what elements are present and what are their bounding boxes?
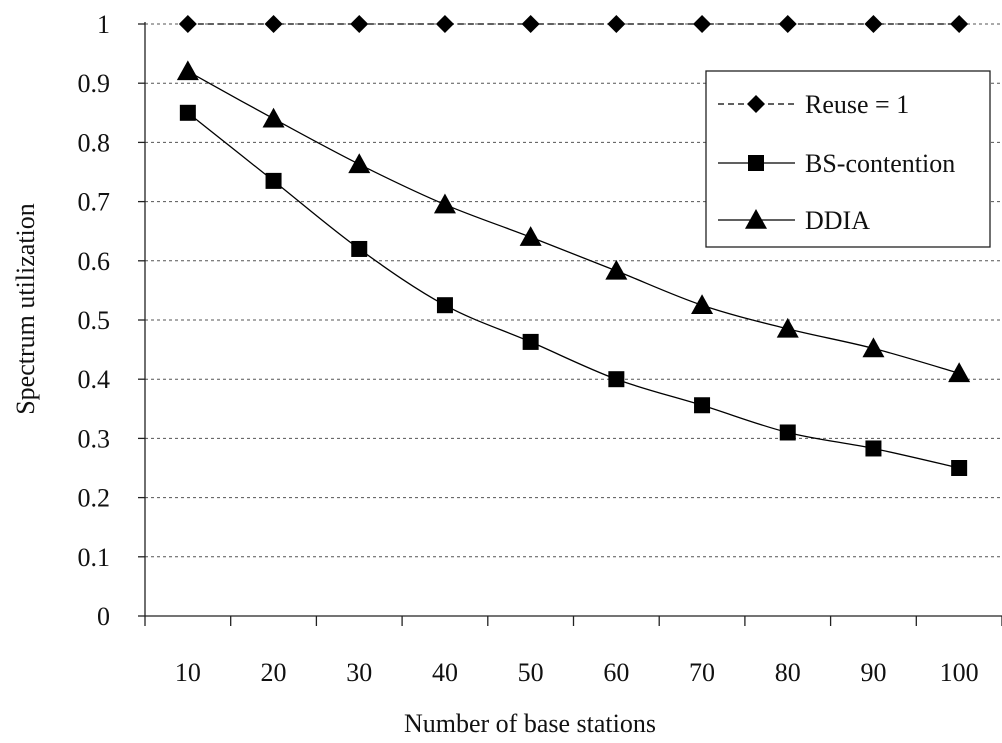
data-point: [521, 15, 540, 33]
data-point: [351, 240, 368, 257]
x-tick-label: 40: [432, 658, 458, 687]
x-tick-label: 90: [860, 658, 886, 687]
data-point: [350, 15, 369, 33]
x-tick-label: 50: [518, 658, 544, 687]
data-point: [264, 15, 283, 33]
y-tick-label: 0.5: [78, 306, 111, 335]
legend-label: BS-contention: [805, 149, 955, 178]
data-point: [864, 15, 883, 33]
data-point: [950, 15, 969, 33]
series-diamond: [178, 15, 969, 33]
data-point: [694, 397, 711, 414]
x-tick-label: 10: [175, 658, 201, 687]
data-point: [436, 297, 453, 314]
data-point: [865, 440, 882, 457]
series-triangle: [176, 60, 971, 383]
y-tick-label: 0: [97, 602, 110, 631]
data-point: [435, 15, 454, 33]
x-axis-title: Number of base stations: [404, 709, 656, 738]
data-point: [607, 15, 626, 33]
x-tick-labels: 10 20 30 40 50 60 70 80 90 100: [175, 658, 979, 687]
data-point: [522, 333, 539, 350]
series-line: [187, 112, 960, 469]
y-tick-label: 1: [97, 10, 110, 39]
data-point: [608, 371, 625, 388]
y-tick-labels: 0 0.1 0.2 0.3 0.4 0.5 0.6 0.7 0.8 0.9 1: [78, 10, 111, 631]
series-line: [187, 70, 960, 374]
x-tick-label: 80: [775, 658, 801, 687]
legend: Reuse = 1 BS-contention DDIA: [705, 70, 991, 248]
data-point: [519, 226, 542, 246]
data-point: [693, 15, 712, 33]
legend-label: DDIA: [805, 206, 870, 235]
data-point: [178, 15, 197, 33]
x-tick-label: 100: [940, 658, 979, 687]
data-series: [176, 15, 971, 476]
axes: [138, 22, 1002, 626]
legend-label: Reuse = 1: [805, 90, 909, 119]
data-point: [691, 294, 714, 314]
y-tick-label: 0.3: [78, 424, 111, 453]
data-point: [948, 362, 971, 383]
data-point: [605, 259, 628, 280]
x-tick-label: 20: [261, 658, 287, 687]
legend-marker: [747, 95, 765, 113]
y-tick-label: 0.2: [78, 484, 111, 513]
data-point: [951, 460, 968, 476]
data-point: [862, 337, 885, 358]
y-tick-label: 0.4: [78, 365, 111, 394]
legend-marker: [745, 209, 767, 229]
data-point: [176, 60, 199, 81]
y-tick-label: 0.8: [78, 128, 111, 157]
y-tick-label: 0.7: [78, 188, 111, 217]
y-tick-label: 0.1: [78, 543, 111, 572]
x-tick-label: 60: [603, 658, 629, 687]
data-point: [262, 107, 285, 128]
data-point: [779, 424, 796, 441]
data-point: [265, 172, 282, 189]
legend-marker: [748, 155, 764, 171]
data-point: [778, 15, 797, 33]
x-tick-label: 70: [689, 658, 715, 687]
data-point: [776, 317, 799, 338]
data-point: [179, 104, 196, 121]
y-tick-label: 0.9: [78, 69, 111, 98]
x-tick-label: 30: [346, 658, 372, 687]
data-point: [433, 193, 456, 214]
data-point: [348, 153, 371, 174]
y-axis-title: Spectrum utilization: [11, 203, 40, 415]
y-tick-label: 0.6: [78, 247, 111, 276]
series-square: [179, 104, 968, 476]
